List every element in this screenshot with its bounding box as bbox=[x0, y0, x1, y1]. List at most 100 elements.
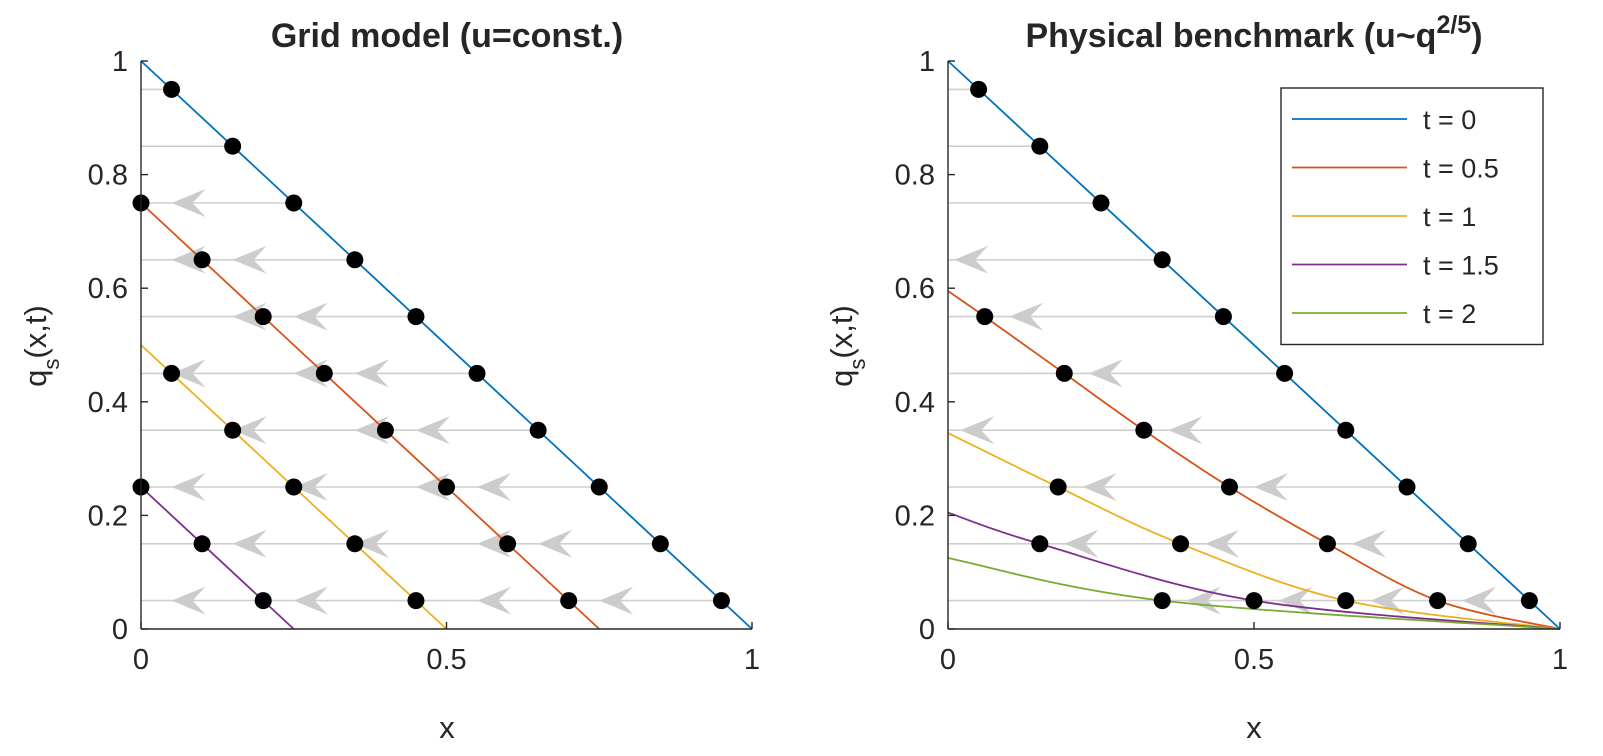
grid-model-arrow-21 bbox=[293, 586, 328, 615]
physical-benchmark-data-point-12 bbox=[1135, 421, 1153, 439]
physical-benchmark-data-point-14 bbox=[1318, 535, 1336, 553]
physical-benchmark-data-point-18 bbox=[1337, 592, 1355, 610]
grid-model-axes: 0 0.2 0.4 0.6 0.8 1 0 0.5 1 bbox=[88, 46, 760, 676]
grid-model-data-point-20 bbox=[285, 478, 303, 496]
grid-model-arrow-12 bbox=[415, 473, 450, 501]
grid-model-arrow-7 bbox=[171, 359, 206, 388]
grid-model-plot-area bbox=[132, 60, 753, 630]
grid-model-arrow-18 bbox=[232, 529, 267, 558]
physical-benchmark-y-tick-label-1: 0.2 bbox=[895, 500, 935, 532]
grid-model-arrow-20 bbox=[477, 586, 512, 615]
grid-model-arrow-8 bbox=[415, 416, 450, 445]
physical-benchmark-axes: 0 0.2 0.4 0.6 0.8 1 0 0.5 1 bbox=[895, 46, 1568, 676]
grid-model-arrow-11 bbox=[477, 473, 512, 501]
grid-model-data-point-24 bbox=[193, 535, 211, 553]
physical-benchmark-series-line-3 bbox=[947, 511, 1561, 630]
physical-benchmark-x-tick-label-1: 0.5 bbox=[1234, 644, 1274, 676]
grid-model-data-point-17 bbox=[560, 592, 578, 610]
physical-benchmark-arrow-3 bbox=[1168, 416, 1203, 445]
physical-benchmark-series-line-0 bbox=[947, 60, 1561, 630]
legend-label-2: t = 1 bbox=[1423, 202, 1476, 232]
grid-model-series-line-3 bbox=[140, 486, 295, 630]
physical-benchmark-data-point-17 bbox=[1172, 535, 1190, 553]
physical-benchmark-arrow-2 bbox=[1088, 359, 1123, 388]
physical-benchmark-data-point-11 bbox=[1055, 364, 1073, 382]
grid-model-arrow-2 bbox=[171, 245, 206, 274]
grid-model-arrow-9 bbox=[354, 416, 389, 445]
grid-model-arrow-4 bbox=[232, 302, 267, 331]
grid-model-data-point-14 bbox=[376, 421, 394, 439]
grid-model-data-point-7 bbox=[590, 478, 608, 496]
grid-model-data-point-8 bbox=[651, 535, 669, 553]
grid-model-panel: Grid model (u=const.) 0 0.2 0.4 0.6 0.8 1 0 0.5… bbox=[18, 17, 760, 745]
grid-model-data-point-19 bbox=[224, 421, 242, 439]
grid-model-y-axis-label: qs(x,t) bbox=[18, 305, 64, 387]
physical-benchmark-data-point-4 bbox=[1214, 308, 1232, 326]
grid-model-arrow-16 bbox=[477, 529, 512, 558]
physical-benchmark-data-point-15 bbox=[1429, 592, 1447, 610]
physical-benchmark-data-point-21 bbox=[1153, 592, 1171, 610]
physical-benchmark-series-line-2 bbox=[947, 432, 1561, 630]
physical-benchmark-series-line-4 bbox=[947, 557, 1561, 630]
grid-model-data-point-4 bbox=[407, 308, 425, 326]
grid-model-y-tick-label-1: 0.2 bbox=[88, 500, 128, 532]
grid-model-data-point-18 bbox=[163, 364, 181, 382]
physical-benchmark-arrow-4 bbox=[960, 416, 995, 445]
grid-model-data-point-21 bbox=[346, 535, 364, 553]
grid-model-arrow-19 bbox=[599, 586, 634, 615]
physical-benchmark-data-point-5 bbox=[1276, 364, 1294, 382]
physical-benchmark-x-axis-label: x bbox=[1246, 710, 1262, 745]
grid-model-arrow-10 bbox=[232, 416, 267, 445]
physical-benchmark-y-axis-label: qs(x,t) bbox=[824, 305, 870, 387]
physical-benchmark-y-tick-label-5: 1 bbox=[919, 46, 935, 78]
physical-benchmark-data-point-3 bbox=[1153, 251, 1171, 269]
physical-benchmark-x-tick-label-0: 0 bbox=[940, 644, 956, 676]
physical-benchmark-data-point-10 bbox=[976, 308, 994, 326]
physical-benchmark-y-tick-label-3: 0.6 bbox=[895, 273, 935, 305]
physical-benchmark-arrow-6 bbox=[1082, 473, 1117, 501]
physical-benchmark-data-point-2 bbox=[1092, 194, 1110, 212]
grid-model-x-tick-label-0: 0 bbox=[133, 644, 149, 676]
grid-model-y-tick-label-0: 0 bbox=[112, 614, 128, 646]
grid-model-data-point-15 bbox=[438, 478, 455, 496]
grid-model-arrow-13 bbox=[293, 473, 328, 501]
physical-benchmark-y-tick-label-2: 0.4 bbox=[895, 387, 935, 419]
grid-model-data-point-6 bbox=[529, 421, 547, 439]
physical-benchmark-data-point-9 bbox=[1520, 592, 1538, 610]
physical-benchmark-x-tick-label-2: 1 bbox=[1552, 644, 1568, 676]
physical-benchmark-arrow-0 bbox=[954, 245, 989, 274]
grid-model-data-point-25 bbox=[254, 592, 272, 610]
grid-model-arrow-0 bbox=[171, 189, 206, 217]
physical-benchmark-arrow-10 bbox=[1462, 586, 1497, 615]
physical-benchmark-data-point-13 bbox=[1221, 478, 1239, 496]
grid-model-data-point-1 bbox=[224, 137, 242, 155]
grid-model-x-tick-label-2: 1 bbox=[744, 644, 760, 676]
grid-model-data-point-9 bbox=[712, 592, 730, 610]
grid-model-arrow-17 bbox=[354, 529, 389, 558]
grid-model-title: Grid model (u=const.) bbox=[271, 17, 623, 55]
grid-model-data-point-16 bbox=[499, 535, 517, 553]
grid-model-data-point-2 bbox=[285, 194, 303, 212]
physical-benchmark-data-point-0 bbox=[970, 80, 988, 98]
physical-benchmark-arrow-5 bbox=[1254, 473, 1288, 501]
grid-model-arrow-3 bbox=[293, 302, 328, 331]
grid-model-y-tick-label-4: 0.8 bbox=[88, 160, 128, 192]
grid-model-arrow-22 bbox=[171, 586, 206, 615]
physical-benchmark-arrow-11 bbox=[1370, 586, 1405, 615]
physical-benchmark-y-tick-label-0: 0 bbox=[919, 614, 935, 646]
grid-model-arrow-14 bbox=[171, 473, 206, 501]
physical-benchmark-arrow-8 bbox=[1205, 529, 1240, 558]
grid-model-y-tick-label-3: 0.6 bbox=[88, 273, 128, 305]
physical-benchmark-arrow-7 bbox=[1351, 529, 1386, 558]
legend: t = 0 t = 0.5 t = 1 t = 1.5 t = 2 bbox=[1280, 87, 1544, 346]
legend-label-4: t = 2 bbox=[1423, 299, 1476, 329]
grid-model-y-tick-label-5: 1 bbox=[112, 46, 128, 78]
grid-model-series-line-1 bbox=[140, 202, 600, 630]
grid-model-data-point-22 bbox=[407, 592, 425, 610]
grid-model-data-point-3 bbox=[346, 251, 364, 269]
grid-model-data-point-5 bbox=[468, 364, 486, 382]
grid-model-x-tick-label-1: 0.5 bbox=[426, 644, 466, 676]
physical-benchmark-data-point-6 bbox=[1337, 421, 1355, 439]
legend-label-3: t = 1.5 bbox=[1423, 251, 1499, 281]
